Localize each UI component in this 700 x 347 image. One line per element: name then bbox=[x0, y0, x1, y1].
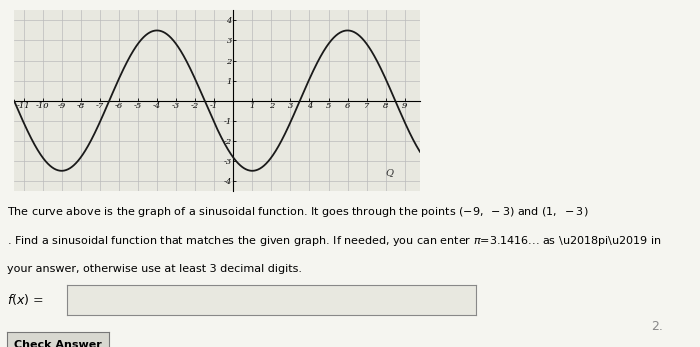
Text: Check Answer: Check Answer bbox=[14, 340, 101, 347]
Text: The curve above is the graph of a sinusoidal function. It goes through the point: The curve above is the graph of a sinuso… bbox=[7, 205, 589, 219]
Text: $f(\mathit{x})$ =: $f(\mathit{x})$ = bbox=[7, 291, 44, 307]
Text: Q: Q bbox=[386, 168, 393, 177]
Text: 2.: 2. bbox=[651, 320, 663, 333]
Text: your answer, otherwise use at least 3 decimal digits.: your answer, otherwise use at least 3 de… bbox=[7, 264, 302, 274]
Text: . Find a sinusoidal function that matches the given graph. If needed, you can en: . Find a sinusoidal function that matche… bbox=[7, 234, 662, 248]
